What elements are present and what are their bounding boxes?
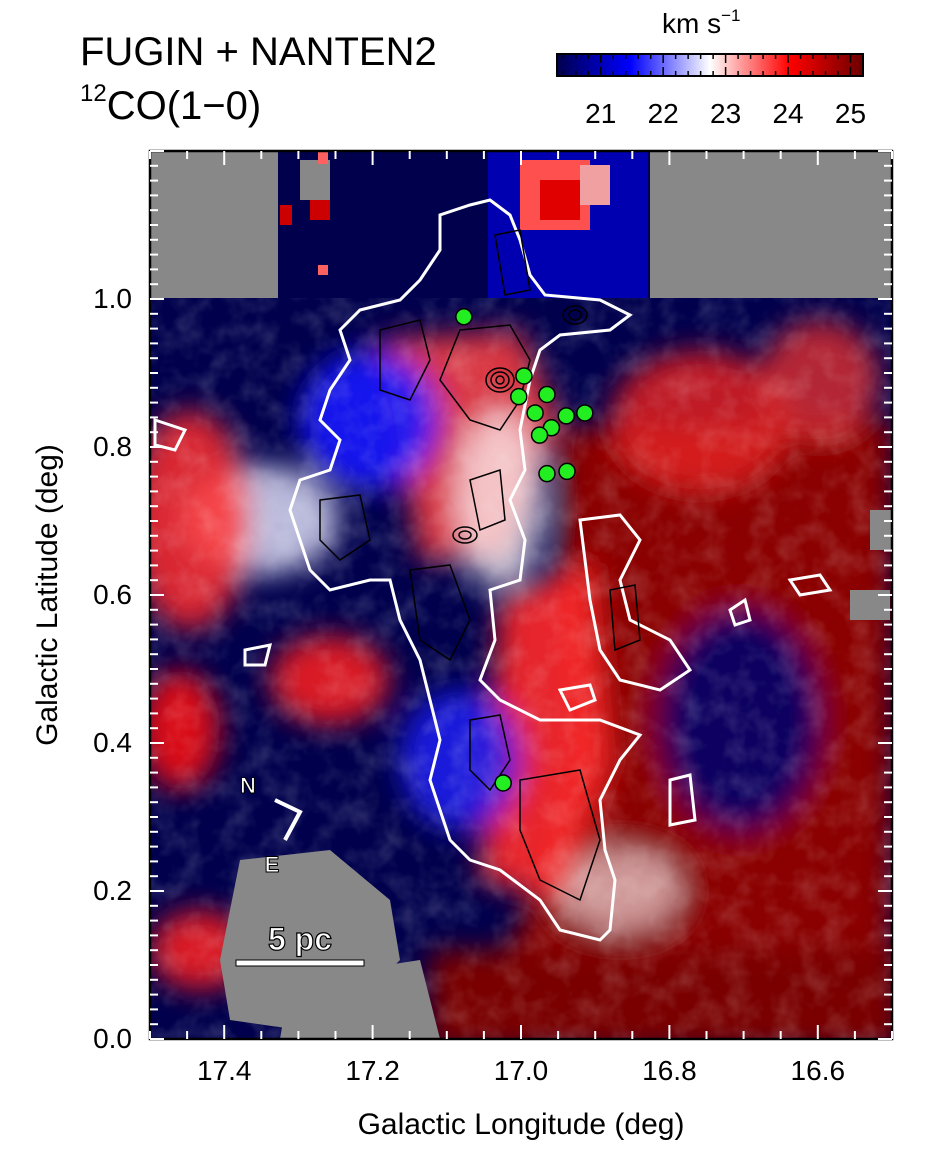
masked-region-nw (150, 151, 278, 298)
contour-east-white (578, 513, 693, 692)
contour-small-white-4 (787, 573, 833, 597)
source-marker (526, 404, 544, 422)
contour-peak-1c (495, 375, 505, 385)
axis-ticks (149, 150, 893, 1040)
contour-peak-1a (485, 367, 515, 393)
nanten2-red-core (540, 180, 580, 220)
source-marker (558, 462, 576, 481)
nanten2-pixels (278, 151, 650, 298)
source-marker (515, 367, 533, 385)
north-label: N (240, 773, 256, 798)
y-tick-label: 0.0 (93, 1023, 132, 1054)
contour-peak-2a (562, 305, 588, 325)
contour-black-9 (494, 229, 531, 296)
contour-small-white-2 (668, 773, 697, 827)
orientation-indicator: N E (240, 773, 303, 878)
colorbar-unit-label: km s−1 (662, 6, 741, 40)
y-tick-label: 0.4 (93, 727, 132, 758)
source-markers (455, 308, 594, 792)
contours-inner-black (319, 229, 641, 902)
colorbar-unit-exponent: −1 (721, 6, 741, 25)
contour-black-3 (469, 468, 506, 532)
colorbar-tick-label: 24 (772, 98, 804, 129)
colorbar (556, 53, 864, 77)
title-line-2-main: CO(1−0) (106, 84, 262, 128)
scale-bar-label: 5 pc (268, 921, 332, 957)
contour-small-white-1 (557, 683, 597, 712)
source-marker (494, 774, 512, 792)
contour-black-7 (519, 769, 601, 902)
nanten2-red-pixel-1 (310, 200, 330, 220)
y-axis-label: Galactic Latitude (deg) (31, 444, 64, 746)
colorbar-ticks (562, 54, 864, 76)
contour-small-white-5 (243, 643, 273, 667)
colorbar-tick-label: 25 (834, 98, 867, 129)
colorbar-gradient (556, 53, 864, 77)
nanten2-red-pixel-4 (318, 152, 328, 164)
source-marker (455, 308, 473, 326)
x-tick-label: 17.4 (196, 1055, 252, 1086)
source-marker (557, 407, 576, 425)
title-isotope-superscript: 12 (80, 80, 107, 107)
x-tick-label: 17.0 (493, 1055, 549, 1086)
title-line-2: 12CO(1−0) (80, 82, 262, 128)
x-tick-label: 16.8 (642, 1055, 697, 1086)
contour-black-4 (319, 494, 371, 561)
contour-peak-1b (490, 371, 510, 389)
colorbar-unit-main: km s (662, 8, 722, 39)
contour-black-8 (609, 584, 641, 652)
nanten2-grey-pixel-1 (300, 160, 330, 200)
colorbar-tick-label: 23 (710, 98, 742, 129)
source-marker (538, 464, 556, 483)
contour-outer-white (288, 198, 643, 942)
scale-bar: 5 pc (235, 920, 365, 967)
title-line-1: FUGIN + NANTEN2 (80, 30, 437, 74)
masked-region-ne (650, 151, 892, 298)
y-tick-label: 0.6 (93, 579, 132, 610)
contour-black-5 (409, 564, 471, 662)
source-marker (538, 385, 556, 404)
contour-peak-3a (452, 526, 478, 544)
contour-black-2 (379, 319, 431, 401)
y-tick-label: 0.2 (93, 875, 132, 906)
contour-peak-2b (568, 309, 582, 321)
contour-small-white-6 (153, 417, 188, 452)
east-label: E (265, 852, 280, 877)
nanten2-pink-block (580, 165, 610, 205)
colorbar-tick-label: 22 (647, 98, 679, 129)
contour-black-1 (439, 324, 531, 431)
nanten2-red-pixel-3 (318, 265, 328, 275)
y-tick-label: 0.8 (93, 431, 132, 462)
contour-peak-3b (458, 530, 472, 540)
source-marker (530, 426, 549, 444)
masked-patch-2 (870, 510, 892, 550)
contour-small-white-3 (728, 597, 752, 627)
source-marker (576, 404, 594, 422)
x-tick-label: 16.6 (790, 1055, 846, 1086)
orientation-arrow (274, 798, 303, 841)
source-marker (510, 387, 528, 406)
scale-bar-line (235, 959, 365, 967)
velocity-map: N E 5 pc (150, 151, 892, 1039)
x-axis-label: Galactic Longitude (deg) (357, 1108, 685, 1141)
masked-region-sw-2 (280, 960, 440, 1039)
colorbar-tick-label: 21 (585, 98, 617, 129)
nanten2-red-pixel-2 (280, 205, 292, 225)
x-tick-label: 17.2 (345, 1055, 400, 1086)
y-tick-label: 1.0 (93, 283, 132, 314)
masked-regions (150, 151, 892, 1039)
